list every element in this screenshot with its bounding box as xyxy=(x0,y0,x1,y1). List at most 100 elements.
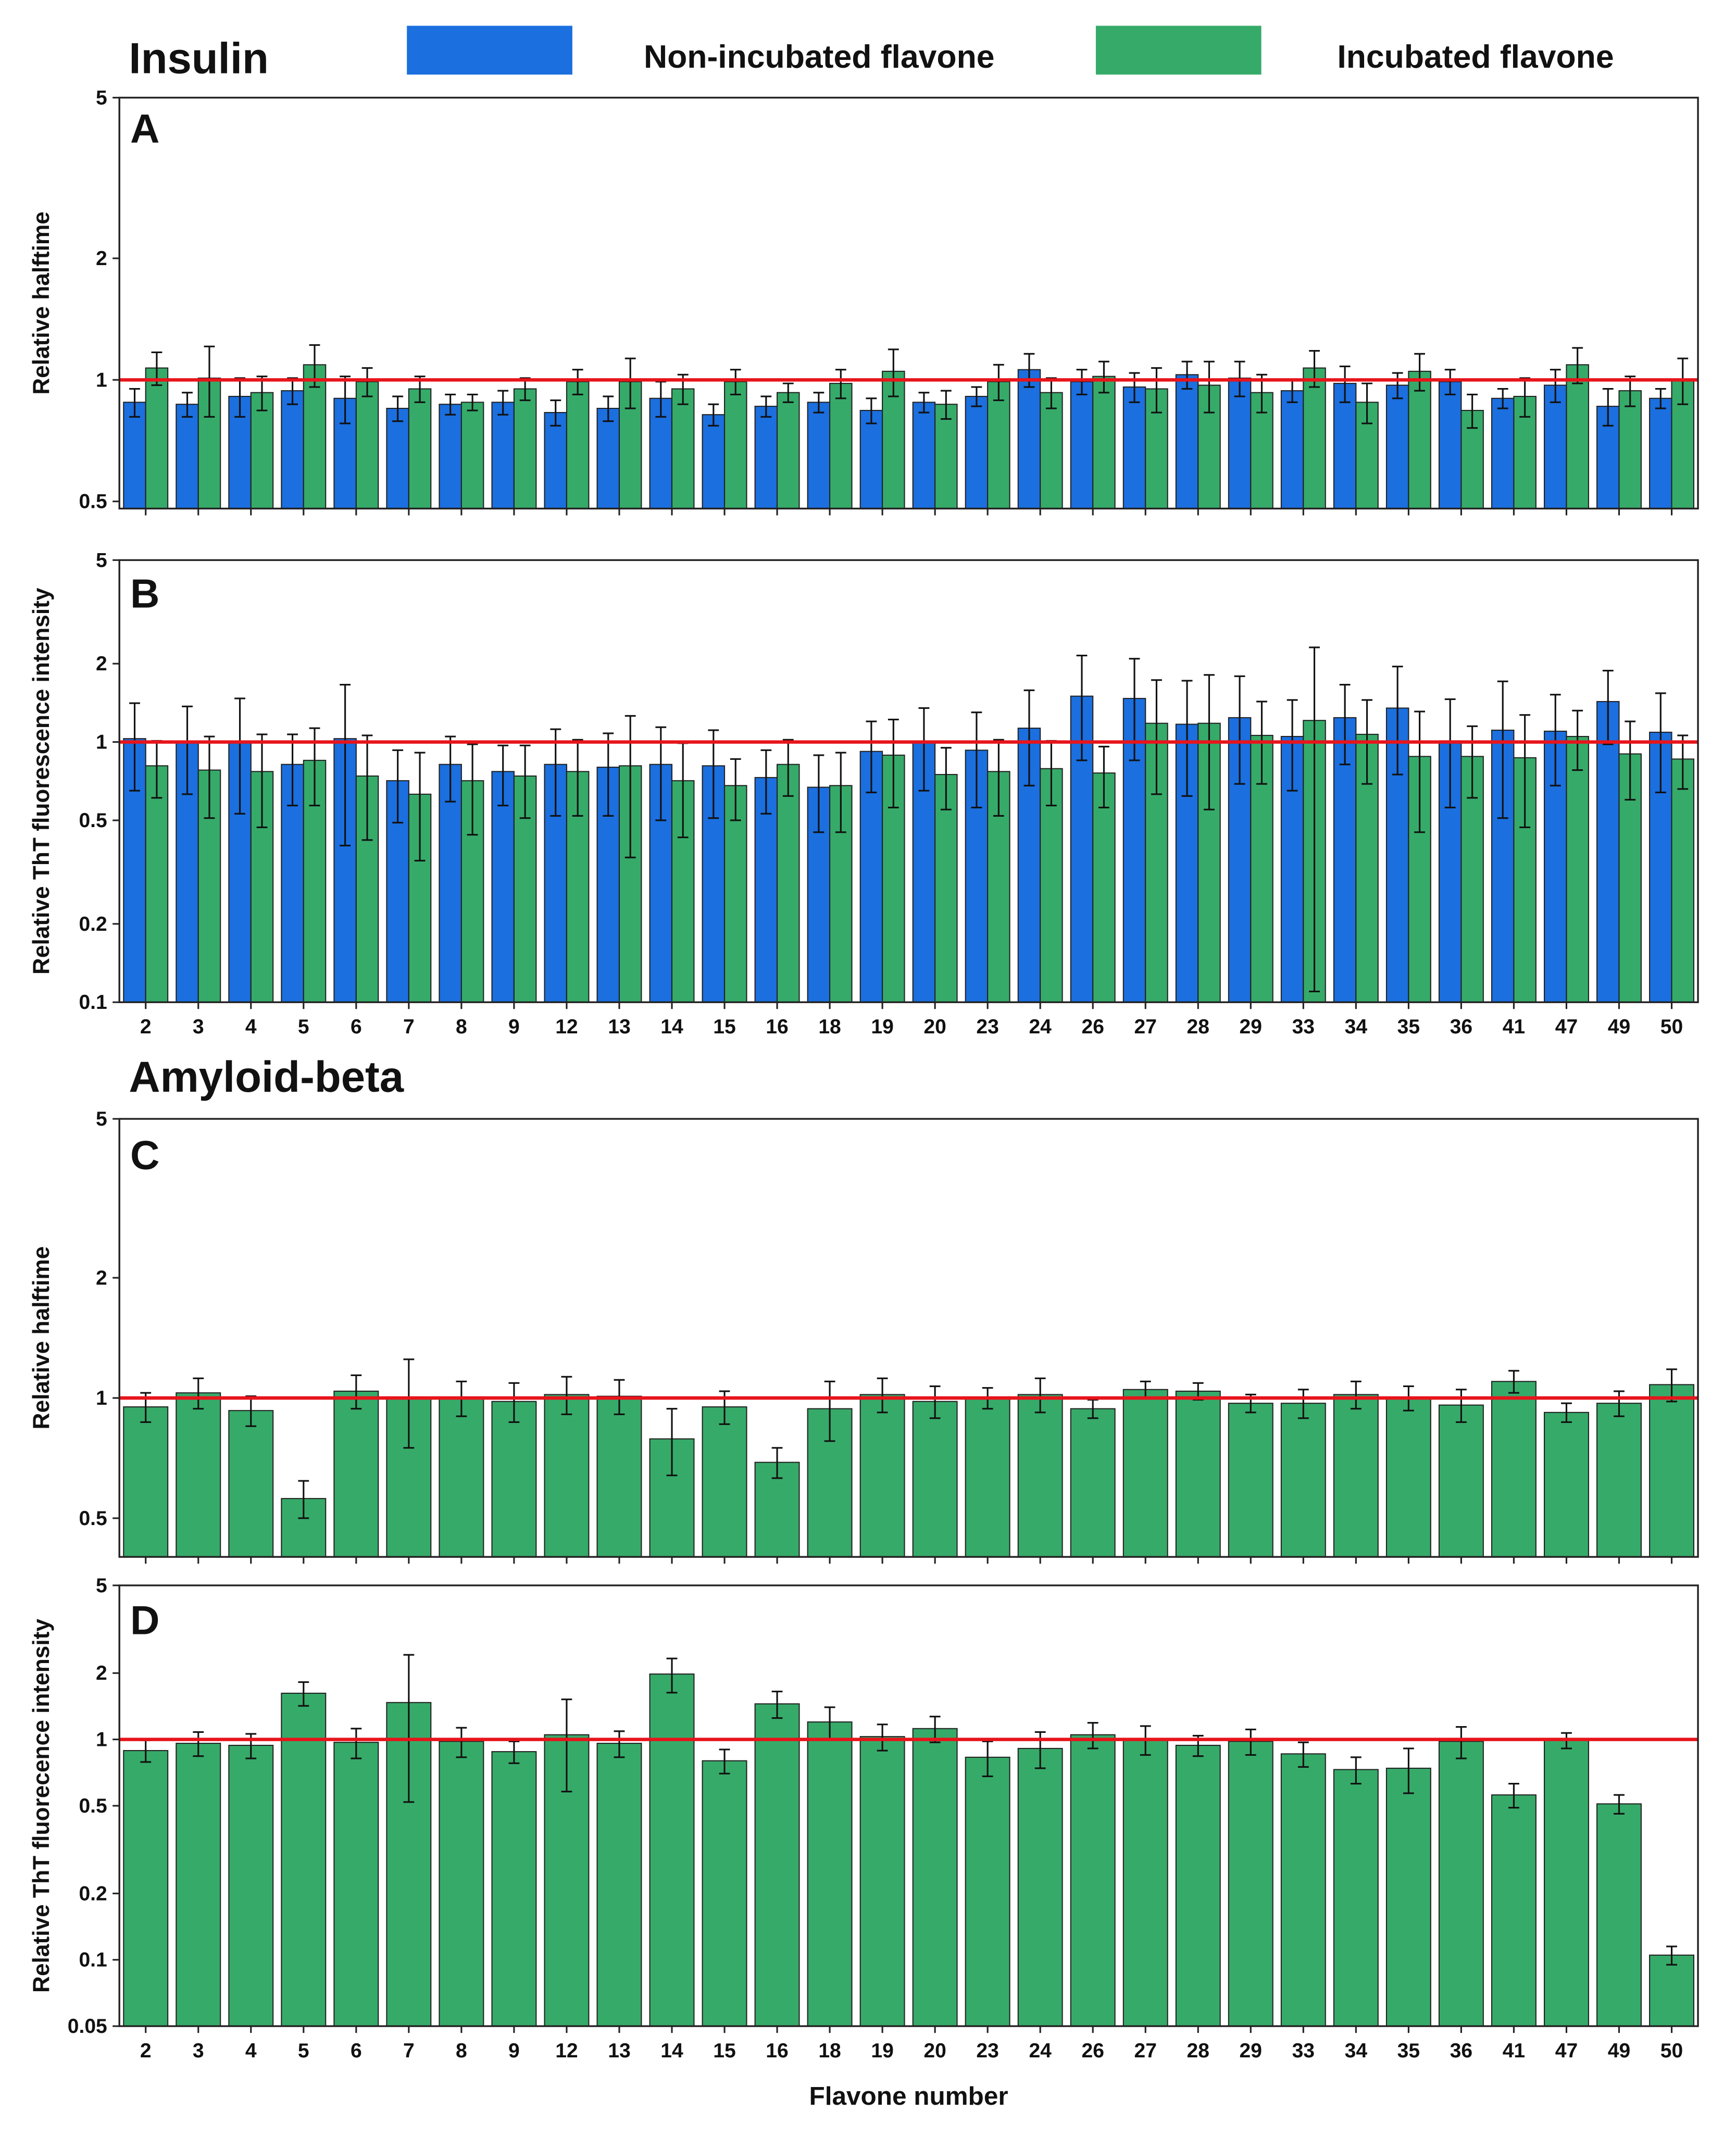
x-tick-label: 7 xyxy=(403,1016,415,1038)
error-bar xyxy=(1467,725,1478,799)
error-bar xyxy=(361,734,373,841)
error-bar xyxy=(550,399,561,427)
x-tick-label: 5 xyxy=(298,2040,309,2062)
error-bar xyxy=(403,1654,415,1803)
error-bar xyxy=(888,348,899,397)
y-tick-label: 5 xyxy=(96,549,107,571)
x-tick-label: 14 xyxy=(660,2040,683,2062)
x-tick-label: 9 xyxy=(508,1016,520,1038)
bar xyxy=(281,1692,327,2027)
plot-area xyxy=(123,1654,1694,2027)
error-bar xyxy=(1181,360,1193,390)
bar xyxy=(1543,384,1567,509)
bar xyxy=(1618,390,1642,509)
x-tick-label: 23 xyxy=(976,2040,998,2062)
bar xyxy=(754,1703,800,2027)
error-bar xyxy=(1392,372,1403,399)
bar xyxy=(1280,1403,1326,1557)
x-tick-label: 7 xyxy=(403,2040,415,2062)
bar xyxy=(250,392,274,509)
x-tick-label: 41 xyxy=(1503,1016,1525,1038)
bar xyxy=(333,1742,379,2027)
error-bar xyxy=(1234,675,1245,785)
y-tick-label: 5 xyxy=(96,1108,107,1130)
error-bar xyxy=(1677,734,1689,790)
x-tick-label: 34 xyxy=(1345,2040,1368,2062)
bar xyxy=(228,1744,274,2027)
bar xyxy=(1228,1403,1273,1557)
error-bar xyxy=(361,367,373,397)
error-bar xyxy=(1098,360,1109,394)
error-bar xyxy=(1023,689,1035,786)
error-bar xyxy=(708,403,719,427)
bar xyxy=(596,407,620,509)
x-tick-label: 18 xyxy=(818,1016,841,1038)
error-bar xyxy=(1245,1728,1256,1756)
error-bar xyxy=(403,1358,415,1449)
bar xyxy=(176,1743,221,2027)
error-bar xyxy=(1444,369,1456,395)
x-tick-label: 28 xyxy=(1187,2040,1209,2062)
x-tick-label: 47 xyxy=(1555,2040,1578,2062)
x-tick-label: 6 xyxy=(351,1016,362,1038)
y-axis-label: Relative ThT fluorecence intensity xyxy=(29,1619,54,1993)
bar xyxy=(408,388,432,509)
error-bar xyxy=(561,1698,572,1793)
bar xyxy=(934,404,958,509)
bar xyxy=(1303,367,1326,509)
bar xyxy=(596,1743,642,2027)
error-bar xyxy=(835,369,846,399)
error-bar xyxy=(1550,694,1561,786)
x-tick-label: 3 xyxy=(193,1016,204,1038)
error-bar xyxy=(204,345,215,418)
bar xyxy=(1543,1411,1589,1557)
y-tick-label: 0.05 xyxy=(68,2015,107,2038)
x-tick-label: 35 xyxy=(1397,1016,1420,1038)
x-tick-label: 12 xyxy=(555,2040,578,2062)
x-tick-label: 23 xyxy=(976,1016,998,1038)
section-title: Insulin xyxy=(129,34,268,83)
error-bar xyxy=(1339,365,1351,403)
error-bar xyxy=(1655,388,1666,409)
error-bar xyxy=(1414,353,1426,392)
bar xyxy=(1040,768,1063,1003)
x-tick-label: 29 xyxy=(1240,2040,1262,2062)
bar xyxy=(1438,381,1462,509)
section-title: Amyloid-beta xyxy=(129,1053,404,1101)
x-tick-label: 13 xyxy=(608,1016,630,1038)
error-bar xyxy=(1666,1368,1677,1403)
error-bar xyxy=(392,749,404,823)
bar xyxy=(491,402,515,509)
y-tick-label: 1 xyxy=(96,731,107,754)
error-bar xyxy=(1297,1389,1309,1419)
x-tick-label: 2 xyxy=(140,1016,152,1038)
bar xyxy=(1649,1954,1694,2027)
bar xyxy=(671,388,695,509)
bar xyxy=(702,1760,747,2027)
x-tick-label: 9 xyxy=(508,2040,520,2062)
x-tick-label: 50 xyxy=(1660,2040,1683,2062)
error-bar xyxy=(1129,372,1140,403)
x-tick-label: 20 xyxy=(923,1016,946,1038)
error-bar xyxy=(993,739,1004,817)
x-tick-label: 24 xyxy=(1029,2040,1052,2062)
error-bar xyxy=(1151,679,1162,795)
bar xyxy=(807,1721,853,2027)
error-bar xyxy=(866,720,877,793)
error-bar xyxy=(445,735,456,803)
bar xyxy=(754,406,778,509)
bar xyxy=(807,402,831,509)
error-bar xyxy=(1034,1377,1046,1414)
error-bar xyxy=(666,1657,678,1694)
error-bar xyxy=(1497,388,1508,409)
bar xyxy=(145,367,169,509)
x-tick-label: 49 xyxy=(1608,1016,1630,1038)
error-bar xyxy=(1204,360,1215,414)
bar xyxy=(965,396,989,509)
error-bar xyxy=(993,364,1004,402)
error-bar xyxy=(1614,1794,1625,1815)
error-bar xyxy=(625,357,636,409)
error-bar xyxy=(918,392,930,414)
error-bar xyxy=(1561,1402,1572,1423)
